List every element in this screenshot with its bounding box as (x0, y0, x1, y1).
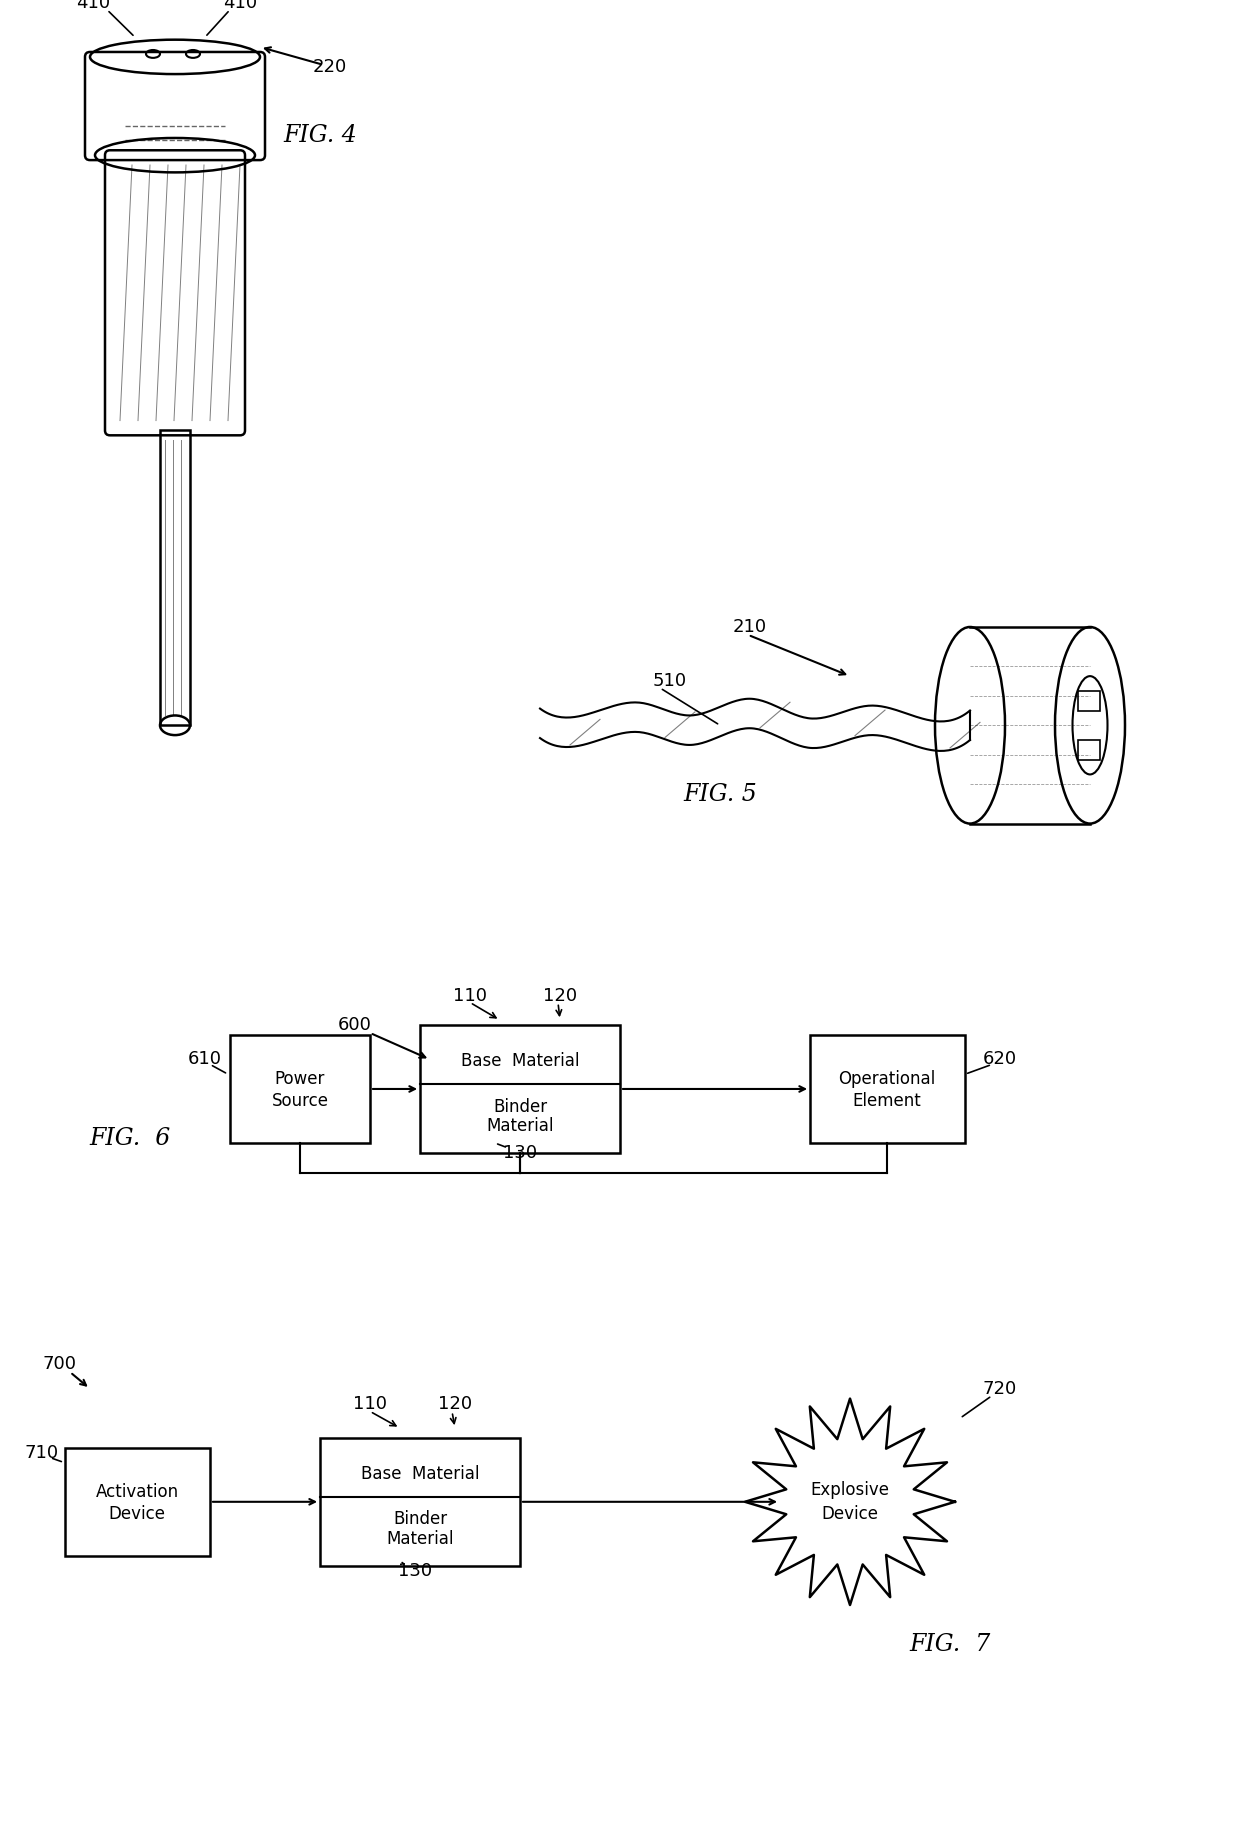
Bar (1078, 740, 1100, 760)
Text: Element: Element (853, 1092, 921, 1109)
Bar (810, 1036, 965, 1144)
Bar (64, 1449, 210, 1555)
Text: Base  Material: Base Material (361, 1465, 479, 1483)
Text: 600: 600 (339, 1015, 372, 1034)
Text: FIG. 4: FIG. 4 (283, 125, 357, 147)
Text: 410: 410 (76, 0, 110, 11)
Text: Base  Material: Base Material (461, 1052, 579, 1070)
Text: 120: 120 (438, 1395, 472, 1412)
Text: 700: 700 (43, 1355, 77, 1373)
Text: Explosive: Explosive (811, 1482, 889, 1498)
Text: FIG. 5: FIG. 5 (683, 782, 756, 806)
Text: 410: 410 (223, 0, 257, 11)
Text: Device: Device (821, 1504, 878, 1522)
Text: 110: 110 (453, 986, 487, 1004)
Text: 130: 130 (398, 1562, 432, 1579)
Text: Power: Power (275, 1070, 325, 1089)
Text: 620: 620 (983, 1050, 1017, 1069)
Text: 510: 510 (653, 672, 687, 690)
Text: 710: 710 (25, 1443, 60, 1461)
Text: 130: 130 (503, 1144, 537, 1162)
Text: Binder: Binder (494, 1098, 547, 1116)
Text: Activation: Activation (95, 1483, 179, 1502)
Text: Source: Source (272, 1092, 329, 1109)
Text: 110: 110 (353, 1395, 387, 1412)
Ellipse shape (935, 626, 1004, 824)
Bar (229, 1036, 370, 1144)
Text: 120: 120 (543, 986, 577, 1004)
Bar (1078, 690, 1100, 711)
Text: Device: Device (109, 1504, 165, 1522)
Text: Binder: Binder (393, 1511, 448, 1529)
Text: Material: Material (386, 1529, 454, 1548)
Bar (160, 430, 190, 725)
Bar (420, 1024, 620, 1153)
Text: Material: Material (486, 1118, 554, 1135)
Text: FIG.  6: FIG. 6 (89, 1127, 171, 1149)
Text: Operational: Operational (838, 1070, 936, 1089)
Text: 220: 220 (312, 57, 347, 75)
Text: 210: 210 (733, 619, 768, 635)
Bar (320, 1438, 520, 1566)
Text: FIG.  7: FIG. 7 (909, 1632, 991, 1656)
Text: 610: 610 (188, 1050, 222, 1069)
Text: 720: 720 (983, 1381, 1017, 1397)
